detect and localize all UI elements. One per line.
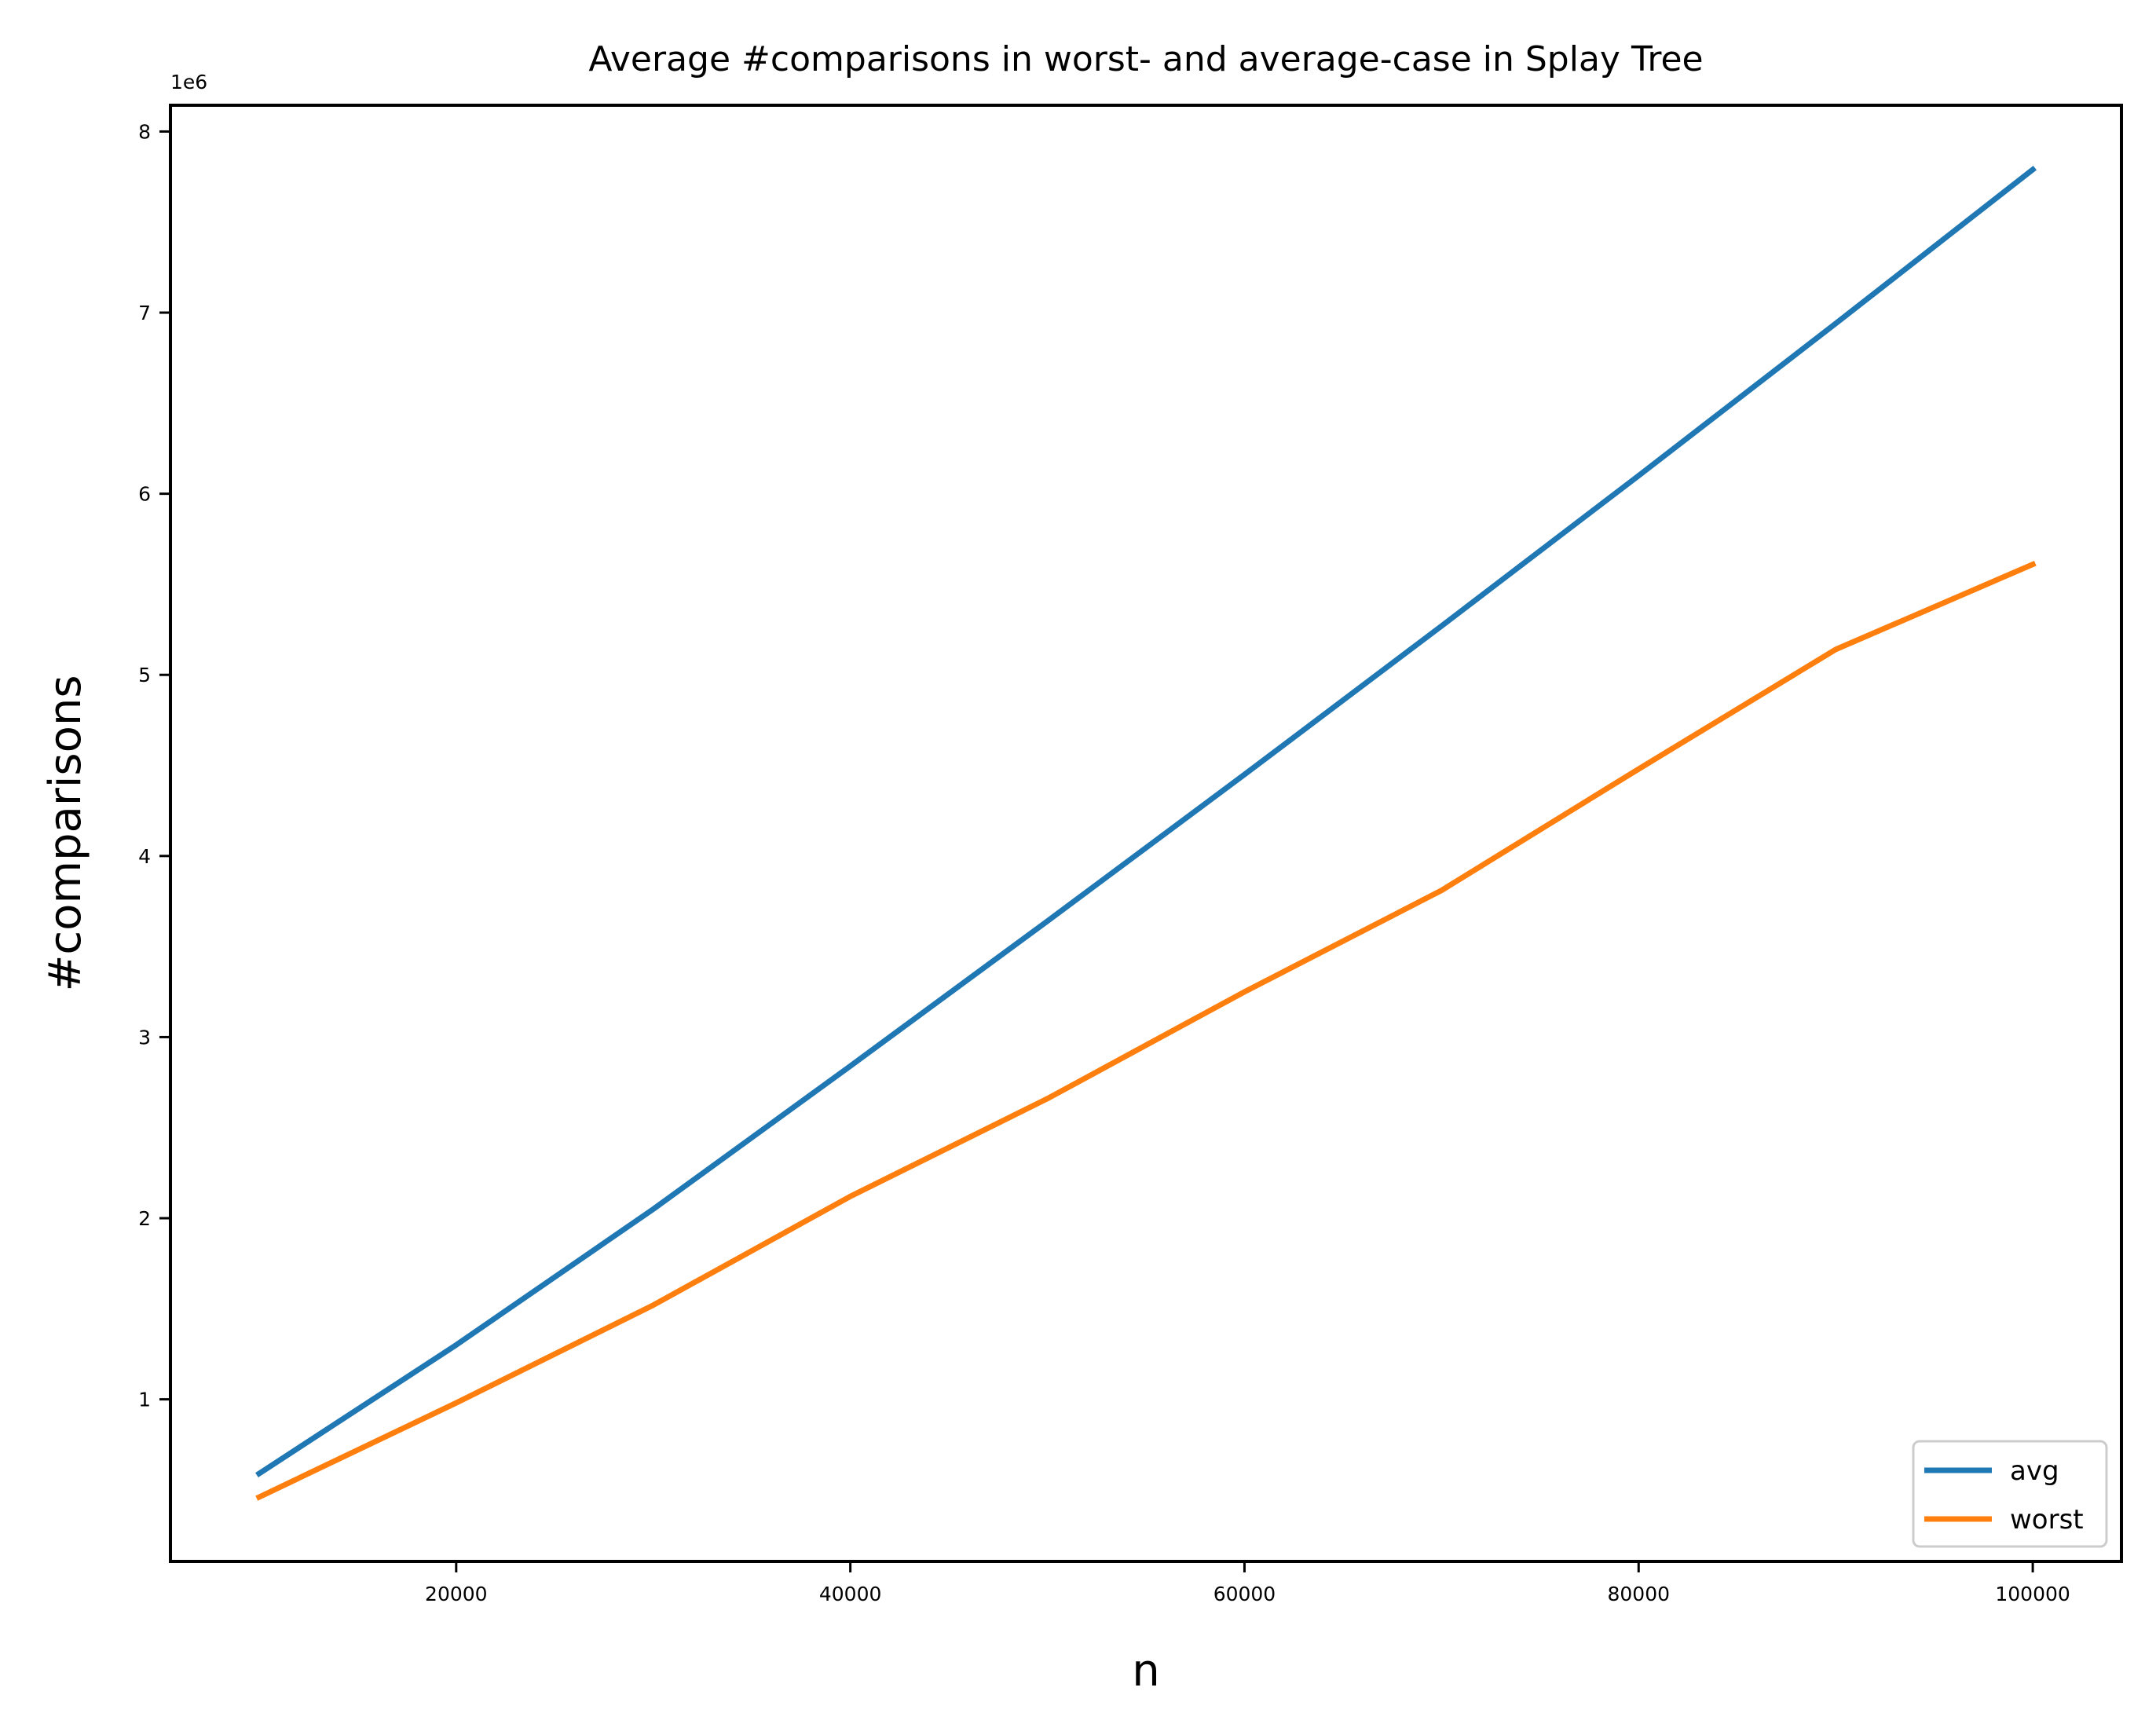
- x-tick-label: 40000: [819, 1583, 882, 1605]
- legend: avg worst: [1912, 1440, 2108, 1548]
- y-tick-label: 6: [138, 483, 151, 506]
- y-tick-label: 8: [138, 120, 151, 143]
- y-tick-label: 4: [138, 845, 151, 868]
- x-tick-label: 80000: [1608, 1583, 1671, 1605]
- x-tick-label: 60000: [1213, 1583, 1276, 1605]
- y-tick-label: 1: [138, 1389, 151, 1411]
- plot-lines: [255, 165, 2037, 1501]
- x-tick-label: 20000: [425, 1583, 488, 1605]
- y-tick-label: 5: [138, 664, 151, 686]
- series-line-avg: [255, 165, 2037, 1478]
- series-line-worst: [255, 560, 2037, 1501]
- x-axis-ticks: 20000 40000 60000 80000 100000: [425, 1561, 2070, 1605]
- chart-title: Average #comparisons in worst- and avera…: [588, 39, 1703, 79]
- legend-label-avg: avg: [2010, 1455, 2059, 1487]
- y-tick-label: 2: [138, 1207, 151, 1230]
- y-axis-label: #comparisons: [40, 675, 91, 991]
- y-axis-offset-label: 1e6: [170, 71, 207, 93]
- y-axis-ticks: 1 2 3 4 5 6 7 8: [138, 120, 170, 1411]
- y-tick-label: 7: [138, 302, 151, 324]
- legend-label-worst: worst: [2010, 1504, 2084, 1536]
- x-tick-label: 100000: [1995, 1583, 2070, 1605]
- y-tick-label: 3: [138, 1026, 151, 1049]
- x-axis-label: n: [1132, 1645, 1160, 1697]
- plot-frame: [169, 104, 2123, 1563]
